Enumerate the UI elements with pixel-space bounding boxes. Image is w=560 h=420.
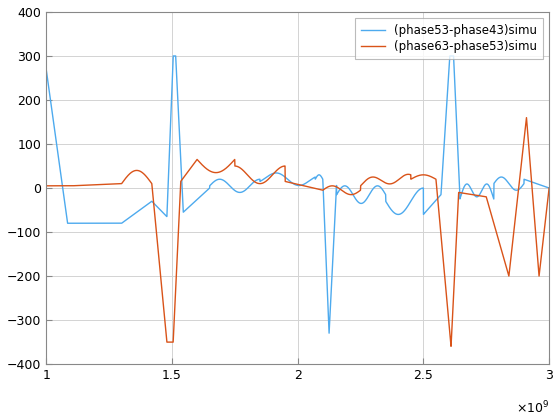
(phase53-phase43)simu xyxy=(235,190,242,195)
(phase53-phase43)simu xyxy=(456,197,463,202)
(phase53-phase43)simu xyxy=(344,185,351,190)
(phase63-phase53)simu xyxy=(447,344,454,349)
(phase63-phase53)simu xyxy=(418,173,425,178)
(phase63-phase53)simu xyxy=(344,192,351,197)
Legend: (phase53-phase43)simu, (phase63-phase53)simu: (phase53-phase43)simu, (phase63-phase53)… xyxy=(356,18,543,59)
(phase63-phase53)simu xyxy=(546,186,553,191)
(phase63-phase53)simu xyxy=(370,174,377,179)
(phase53-phase43)simu xyxy=(326,331,333,336)
(phase53-phase43)simu xyxy=(134,209,141,214)
(phase53-phase43)simu xyxy=(43,67,49,72)
(phase63-phase53)simu xyxy=(235,164,242,169)
Line: (phase63-phase53)simu: (phase63-phase53)simu xyxy=(46,118,549,346)
(phase63-phase53)simu xyxy=(134,168,141,173)
(phase53-phase43)simu xyxy=(370,186,377,191)
(phase53-phase43)simu xyxy=(170,53,176,58)
(phase63-phase53)simu xyxy=(523,115,530,120)
(phase53-phase43)simu xyxy=(546,186,553,191)
(phase63-phase53)simu xyxy=(456,190,463,195)
(phase63-phase53)simu xyxy=(43,183,49,188)
Text: $\times10^9$: $\times10^9$ xyxy=(516,399,549,416)
Line: (phase53-phase43)simu: (phase53-phase43)simu xyxy=(46,56,549,333)
(phase53-phase43)simu xyxy=(418,186,425,191)
